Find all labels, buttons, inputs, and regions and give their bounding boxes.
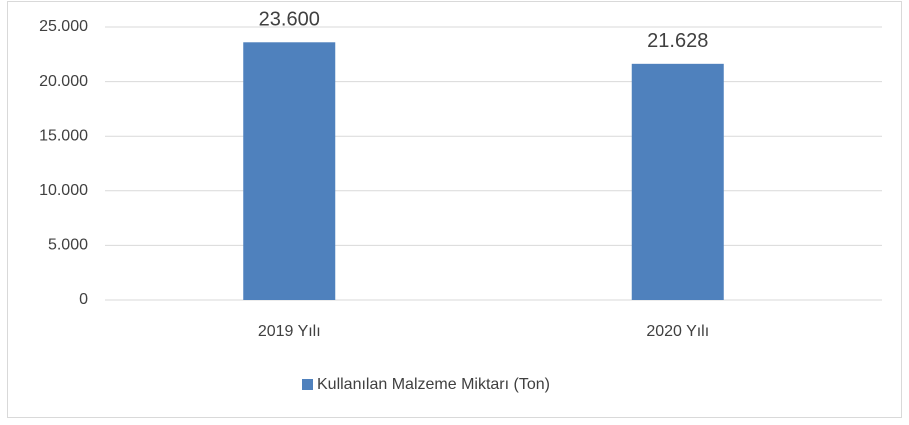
x-tick-label: 2020 Yılı: [646, 323, 709, 340]
y-tick-label: 25.000: [39, 18, 88, 35]
y-tick-label: 0: [79, 291, 88, 308]
legend-swatch: [302, 379, 313, 390]
y-tick-label: 20.000: [39, 73, 88, 90]
y-tick-label: 10.000: [39, 182, 88, 199]
bar: [243, 42, 336, 301]
chart-border: [7, 1, 902, 418]
data-label: 23.600: [259, 9, 320, 31]
y-tick-label: 5.000: [48, 237, 88, 254]
x-tick-label: 2019 Yılı: [258, 323, 321, 340]
bar: [631, 63, 724, 301]
legend-label: Kullanılan Malzeme Miktarı (Ton): [317, 376, 550, 393]
y-tick-label: 15.000: [39, 127, 88, 144]
data-label: 21.628: [647, 30, 708, 52]
